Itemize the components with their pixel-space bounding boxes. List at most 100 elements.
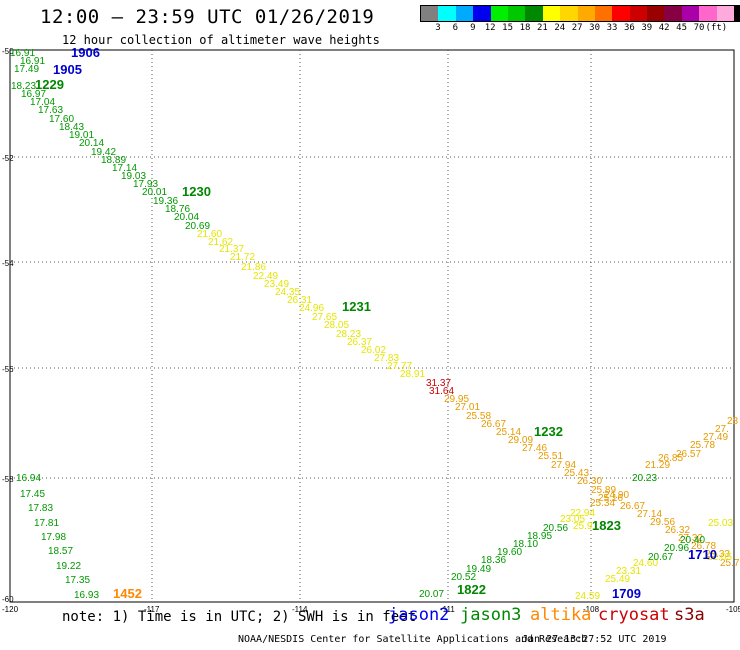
wave-height-label: 25.43 xyxy=(564,468,589,479)
wave-height-label: 19.01 xyxy=(69,130,94,141)
pass-time-label: 1231 xyxy=(342,299,371,314)
legend-swatch xyxy=(507,6,526,21)
wave-height-label: 17.83 xyxy=(28,503,53,514)
wave-height-label: 31.64 xyxy=(429,386,454,397)
wave-height-label: 27.65 xyxy=(312,312,337,323)
legend-swatch xyxy=(438,6,456,21)
legend-swatch xyxy=(629,6,648,21)
legend-tick-label: 33 xyxy=(606,23,618,33)
pass-time-label: 1229 xyxy=(35,77,64,92)
longitude-tick-label: -105 xyxy=(726,605,740,614)
legend-tick-label: 30 xyxy=(589,23,601,33)
map-subtitle: 12 hour collection of altimeter wave hei… xyxy=(62,33,380,47)
wave-height-label: 16.97 xyxy=(21,89,46,100)
wave-height-label: 20.69 xyxy=(185,221,210,232)
wave-height-label: 21.72 xyxy=(230,252,255,263)
wave-height-label: 27.94 xyxy=(551,460,576,471)
pass-time-label: 1452 xyxy=(113,586,142,601)
legend-swatch xyxy=(681,6,700,21)
legend-tick-label: 42 xyxy=(658,23,670,33)
longitude-tick-label: -117 xyxy=(144,605,160,614)
latitude-tick-label: -56 xyxy=(2,365,14,374)
wave-height-label: 16.91 xyxy=(10,48,35,59)
wave-height-label: 26.32 xyxy=(665,525,690,536)
wave-height-label: 28 xyxy=(727,416,739,427)
legend-ticks: 3 6 9 12 15 18 21 24 27 30 33 36 39 42 45 70 (ft) xyxy=(420,22,730,36)
wave-height-label: 26.37 xyxy=(347,337,372,348)
legend-swatch xyxy=(490,6,508,21)
longitude-tick-label: -114 xyxy=(292,605,308,614)
wave-height-label: 20.52 xyxy=(451,572,476,583)
pass-time-label: 1906 xyxy=(71,45,100,60)
legend-tick-label: 27 xyxy=(571,23,583,33)
pass-time-label: 1822 xyxy=(457,582,486,597)
legend-tick-label: 12 xyxy=(484,23,496,33)
legend-swatches xyxy=(420,5,740,22)
pass-time-label: 1230 xyxy=(182,184,211,199)
wave-height-label: 18.76 xyxy=(165,204,190,215)
longitude-tick-label: -108 xyxy=(583,605,600,614)
wave-height-label: 25.14 xyxy=(496,427,521,438)
footer-center: NOAA/NESDIS Center for Satellite Applica… xyxy=(238,634,588,645)
wave-height-label: 27.01 xyxy=(455,402,480,413)
wave-height-label: 27.32 xyxy=(678,533,703,544)
wave-height-label: 25.78 xyxy=(690,440,715,451)
wave-height-label: 18.57 xyxy=(48,546,73,557)
wave-height-label: 26.78 xyxy=(691,541,716,552)
wave-height-label: 19.36 xyxy=(153,196,178,207)
legend-swatch xyxy=(473,6,491,21)
legend-tick-label: 18 xyxy=(519,23,531,33)
wave-height-label: 18.23 xyxy=(11,81,36,92)
wave-height-label: 29.56 xyxy=(650,517,675,528)
wave-height-label: 20.04 xyxy=(174,212,199,223)
wave-height-label: 23.31 xyxy=(616,566,641,577)
pass-time-label: 1823 xyxy=(592,518,621,533)
wave-height-label: 20.56 xyxy=(543,523,568,534)
legend-tick-label: 45 xyxy=(676,23,688,33)
legend-swatch xyxy=(525,6,543,21)
wave-height-label: 26.67 xyxy=(620,501,645,512)
legend-swatch xyxy=(455,6,474,21)
wave-height-label: 27.77 xyxy=(387,361,412,372)
wave-height-label: 24.35 xyxy=(275,287,300,298)
legend-swatch xyxy=(542,6,561,21)
legend-tick-label: 15 xyxy=(502,23,514,33)
wave-height-label: 27.14 xyxy=(637,509,662,520)
legend-tick-label: 9 xyxy=(470,23,476,33)
legend-swatch xyxy=(594,6,613,21)
wave-height-label: 19.60 xyxy=(497,547,522,558)
wave-height-label: 20.67 xyxy=(648,552,673,563)
wave-height-label: 25.49 xyxy=(605,574,630,585)
wave-height-label: 20.07 xyxy=(419,589,444,600)
lat-lon-grid xyxy=(10,50,734,602)
track-labels: 16.9116.9117.4918.2316.9717.0417.6317.60… xyxy=(10,45,740,602)
wave-height-label: 23.05 xyxy=(560,514,585,525)
wave-height-label: 19.49 xyxy=(466,564,491,575)
wave-height-label: 23.49 xyxy=(264,279,289,290)
wave-height-label: 19.42 xyxy=(91,147,116,158)
wave-height-label: 27.49 xyxy=(703,432,728,443)
wave-height-label: 29.95 xyxy=(444,394,469,405)
wave-height-label: 28.23 xyxy=(336,329,361,340)
wave-height-label: 18.43 xyxy=(59,122,84,133)
legend-swatch xyxy=(716,6,735,21)
latitude-tick-label: -52 xyxy=(2,154,14,163)
wave-height-label: 17.98 xyxy=(41,532,66,543)
wave-height-label: 21.86 xyxy=(241,262,266,273)
wave-height-label: 26.85 xyxy=(658,453,683,464)
legend-jason3: jason3 xyxy=(460,605,522,625)
legend-tick-label: 36 xyxy=(623,23,635,33)
pass-time-label: 1905 xyxy=(53,62,82,77)
latitude-tick-label: -54 xyxy=(2,259,14,268)
wave-height-label: 20.40 xyxy=(680,535,705,546)
legend-swatch xyxy=(612,6,630,21)
wave-height-label: 22.94 xyxy=(570,508,595,519)
legend-swatch xyxy=(577,6,595,21)
footer-timestamp: Jan 27 13:27:52 UTC 2019 xyxy=(522,634,667,645)
axis-labels: -50 -52 -54 -56 -58 -60-120 -117 -114 -111 -108 -1… xyxy=(2,47,740,614)
legend-swatch xyxy=(664,6,682,21)
wave-height-label: 24.96 xyxy=(299,303,324,314)
legend-swatch xyxy=(560,6,578,21)
map-frame xyxy=(9,49,735,603)
wave-height-label: 28.91 xyxy=(400,369,425,380)
